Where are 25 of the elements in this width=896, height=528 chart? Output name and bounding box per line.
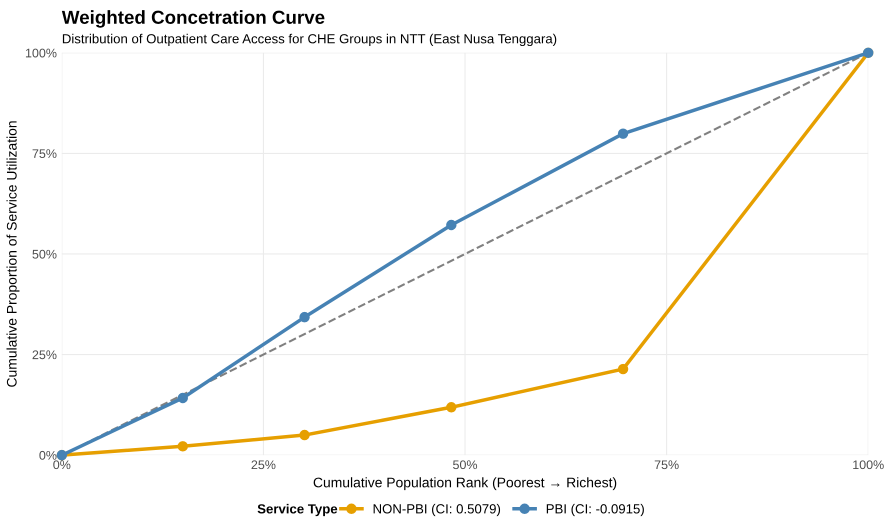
chart-title: Weighted Concetration Curve — [62, 10, 324, 28]
legend-label: NON-PBI (CI: 0.5079) — [374, 504, 500, 516]
legend-label: PBI (CI: -0.0915) — [546, 504, 644, 516]
y-tick-label: 50% — [32, 250, 57, 259]
point — [178, 441, 188, 452]
x-axis-title: Cumulative Population Rank (Poorest → Richest) — [314, 477, 616, 490]
y-axis-title: Cumulative Proportion of Service Utilization — [6, 121, 20, 387]
point — [299, 430, 310, 440]
x-tick-label: 0% — [53, 460, 70, 470]
point — [299, 312, 310, 322]
legend-title: Service Type — [258, 504, 338, 516]
y-tick-label: 25% — [32, 350, 57, 360]
point — [618, 364, 628, 374]
point — [446, 402, 457, 412]
point — [618, 128, 628, 139]
y-tick-label: 100% — [26, 48, 57, 58]
x-tick-label: 25% — [252, 460, 276, 470]
chart-subtitle: Distribution of Outpatient Care Access for CHE Groups in NTT (East Nusa Tenggara) — [62, 34, 556, 46]
point — [178, 392, 188, 404]
point — [446, 220, 457, 230]
y-tick-label: 0% — [39, 450, 57, 460]
y-tick-label: 75% — [32, 149, 57, 158]
x-tick-label: 50% — [453, 460, 478, 470]
x-tick-label: 75% — [654, 460, 679, 470]
x-tick-label: 100% — [853, 460, 884, 470]
